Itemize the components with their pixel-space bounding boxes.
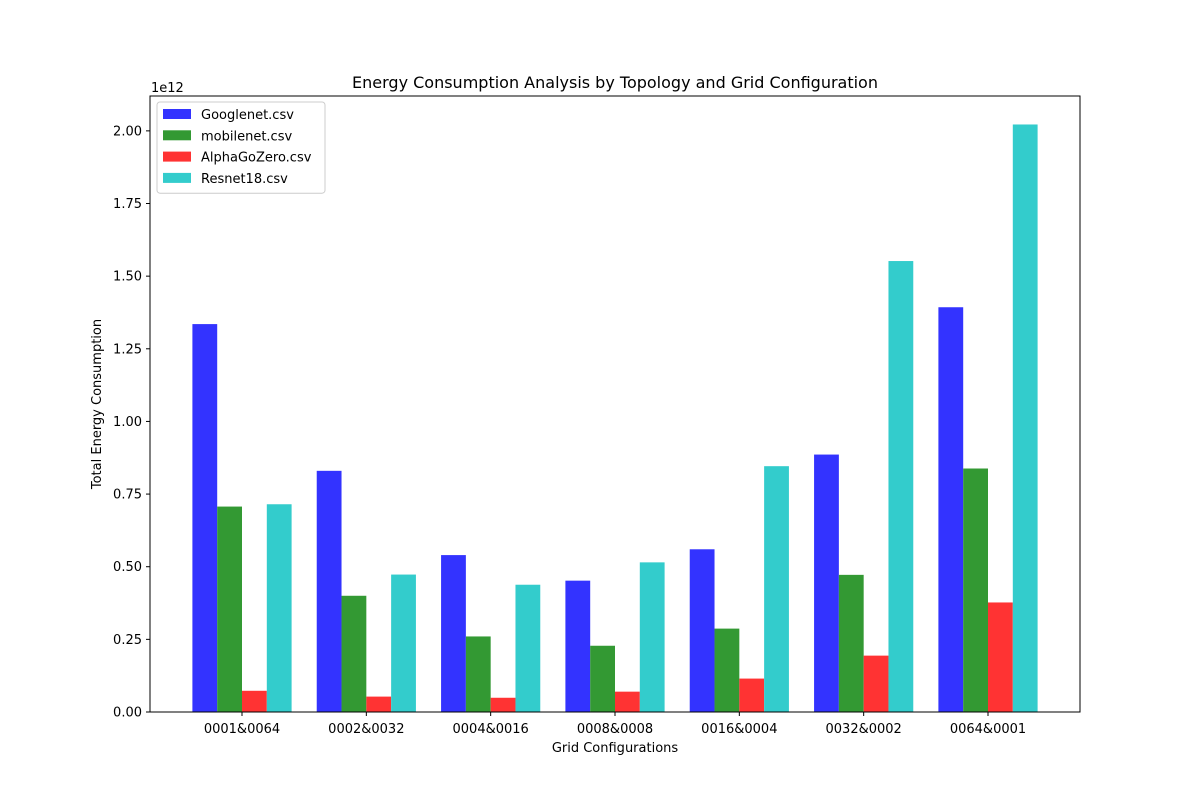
legend-swatch: [163, 172, 191, 183]
bar-googlenet-6: [938, 307, 964, 712]
x-tick-label: 0004&0016: [453, 722, 529, 737]
bar-mobilenet-4: [714, 628, 740, 712]
bar-alphagozero-1: [366, 696, 392, 712]
bar-googlenet-4: [689, 549, 715, 712]
bar-resnet18-0: [266, 504, 292, 712]
bar-resnet18-5: [888, 261, 914, 712]
bar-alphagozero-6: [988, 602, 1013, 712]
bar-googlenet-0: [192, 324, 218, 712]
legend-label: AlphaGoZero.csv: [201, 151, 312, 166]
y-axis-offset-label: 1e12: [151, 81, 184, 96]
legend-box: [156, 101, 326, 194]
bar-resnet18-1: [391, 574, 416, 712]
y-tick-label: 1.25: [113, 342, 142, 357]
bar-alphagozero-3: [615, 691, 640, 712]
x-tick-label: 0001&0064: [204, 722, 280, 737]
y-tick-label: 0.50: [113, 560, 142, 575]
bar-googlenet-2: [441, 555, 466, 712]
x-tick-label: 0064&0001: [950, 722, 1026, 737]
bar-resnet18-4: [764, 466, 789, 712]
bar-alphagozero-5: [863, 655, 889, 712]
y-tick-label: 0.00: [113, 706, 142, 721]
y-tick-label: 1.50: [113, 270, 142, 285]
y-ticks-group: 0.00 0.25 0.50 0.75 1.00 1.25 1.50 1.75 2.00: [113, 124, 150, 721]
legend-swatch: [163, 109, 191, 119]
bar-alphagozero-4: [739, 678, 765, 712]
bar-mobilenet-2: [465, 636, 491, 712]
bar-googlenet-3: [565, 580, 591, 712]
x-tick-label: 0032&0002: [826, 722, 902, 737]
legend-label: Googlenet.csv: [201, 108, 294, 123]
bar-googlenet-5: [814, 454, 839, 712]
x-tick-label: 0008&0008: [577, 722, 653, 737]
bar-alphagozero-2: [490, 697, 516, 712]
bar-alphagozero-0: [242, 690, 267, 712]
x-axis-label: Grid Configurations: [552, 741, 679, 756]
bar-resnet18-3: [639, 562, 665, 712]
y-tick-label: 1.00: [113, 415, 142, 430]
legend-swatch: [163, 130, 191, 141]
bars-group: [192, 124, 1038, 713]
bar-mobilenet-1: [341, 595, 367, 712]
x-tick-label: 0002&0032: [328, 722, 404, 737]
y-tick-label: 0.25: [113, 633, 142, 648]
bar-mobilenet-6: [963, 468, 988, 712]
legend-label: mobilenet.csv: [201, 129, 292, 144]
plot-frame: [149, 95, 1081, 713]
y-tick-label: 1.75: [113, 197, 142, 212]
x-ticks-group: 0001&0064 0002&0032 0004&0016 0008&0008 0016…: [204, 712, 1026, 737]
bar-mobilenet-5: [838, 574, 864, 712]
y-tick-label: 2.00: [113, 124, 142, 139]
bar-resnet18-2: [515, 584, 541, 712]
bar-mobilenet-3: [590, 645, 615, 712]
y-tick-label: 0.75: [113, 488, 142, 503]
chart-title: Energy Consumption Analysis by Topology …: [352, 73, 878, 92]
bar-resnet18-6: [1012, 124, 1038, 713]
legend-label: Resnet18.csv: [201, 172, 288, 187]
bar-googlenet-1: [316, 470, 342, 712]
legend-swatch: [163, 151, 191, 162]
bar-mobilenet-0: [217, 506, 242, 712]
x-tick-label: 0016&0004: [701, 722, 777, 737]
legend: Googlenet.csv mobilenet.csv AlphaGoZero.cs…: [156, 101, 326, 194]
y-axis-label: Total Energy Consumption: [90, 319, 105, 490]
